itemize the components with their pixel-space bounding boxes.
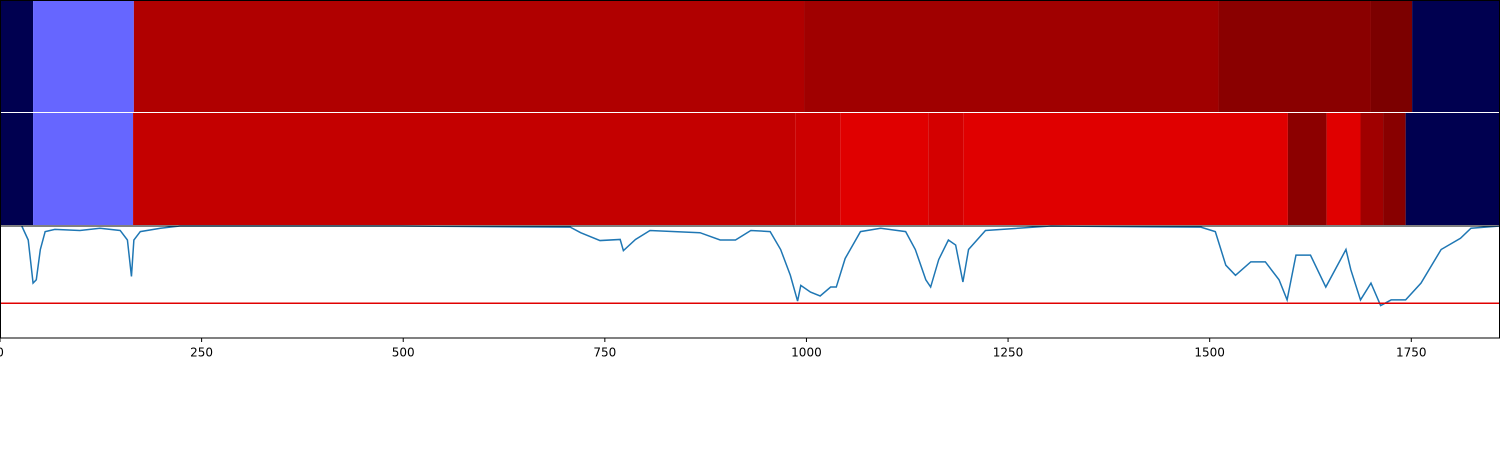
x-tick-label: 250	[190, 346, 213, 360]
segment	[1405, 113, 1500, 225]
x-tick-label: 0	[0, 346, 4, 360]
segment	[133, 113, 796, 225]
segment	[963, 113, 1288, 225]
segment	[1287, 113, 1327, 225]
segment	[33, 113, 134, 225]
segment	[1326, 113, 1361, 225]
segment	[1383, 113, 1406, 225]
segment	[33, 0, 134, 112]
segment	[1218, 0, 1371, 112]
x-tick-label: 1250	[993, 346, 1024, 360]
x-tick-label: 1000	[791, 346, 822, 360]
segment	[1360, 113, 1384, 225]
x-tick-label: 750	[593, 346, 616, 360]
segment	[133, 0, 805, 112]
x-tick-label: 1500	[1194, 346, 1225, 360]
line	[21, 225, 1500, 307]
segment	[0, 0, 34, 112]
segment	[1412, 0, 1500, 112]
segment	[840, 113, 929, 225]
segment	[928, 113, 964, 225]
segment	[804, 0, 1219, 112]
segment	[0, 113, 34, 225]
plot-background	[0, 226, 1500, 338]
segment	[795, 113, 841, 225]
x-tick-label: 1750	[1396, 346, 1427, 360]
x-tick-label: 500	[392, 346, 415, 360]
segment	[1370, 0, 1413, 112]
